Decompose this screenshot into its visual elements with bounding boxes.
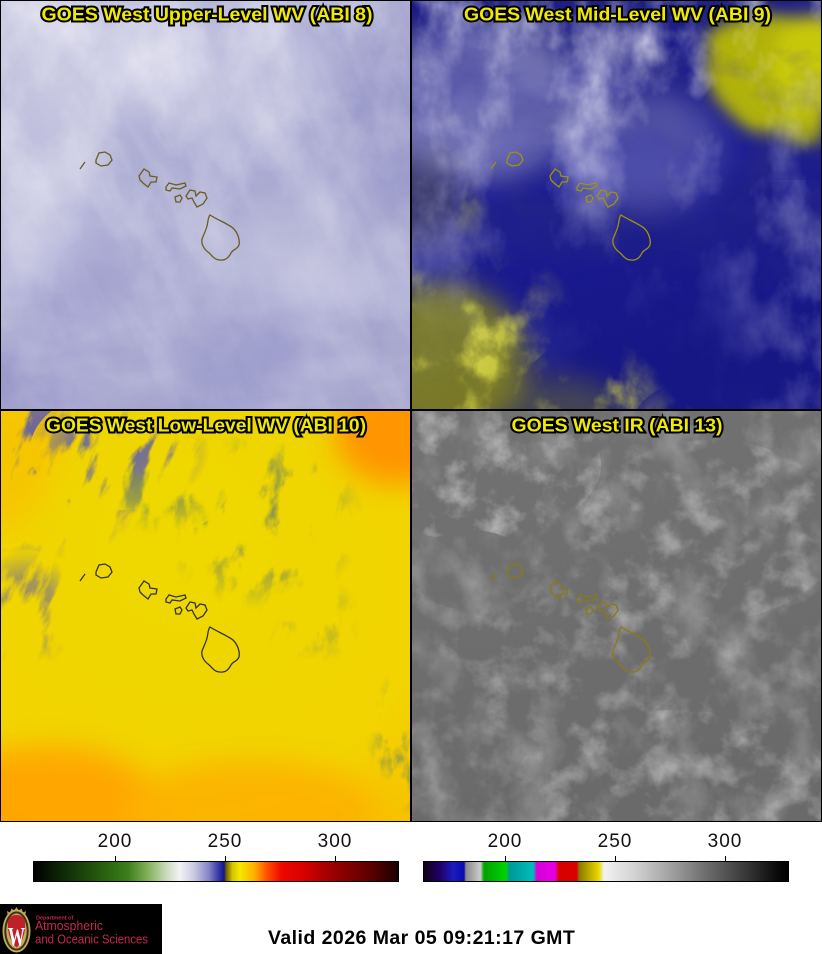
svg-text:GOES West IR (ABI 13): GOES West IR (ABI 13) (512, 416, 723, 436)
svg-text:Atmospheric: Atmospheric (35, 918, 104, 933)
svg-text:GOES West Mid-Level WV (ABI 9): GOES West Mid-Level WV (ABI 9) (464, 5, 771, 25)
svg-text:W: W (8, 923, 25, 952)
svg-text:Department of: Department of (36, 916, 73, 922)
svg-text:and Oceanic Sciences: and Oceanic Sciences (35, 932, 148, 947)
svg-text:GOES West Upper-Level WV (ABI: GOES West Upper-Level WV (ABI 8) (42, 5, 373, 25)
svg-text:GOES West Low-Level WV (ABI 10: GOES West Low-Level WV (ABI 10) (46, 416, 366, 436)
